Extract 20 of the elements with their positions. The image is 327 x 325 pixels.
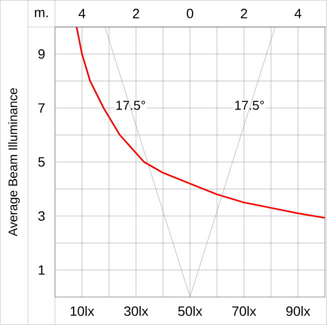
- x2-tick-label: 2: [132, 8, 140, 18]
- x2-tick-label: 0: [186, 8, 194, 18]
- y-tick-label: 9: [38, 49, 45, 59]
- annotation: 17.5°: [116, 100, 146, 110]
- x2-tick-label: 4: [294, 8, 302, 18]
- y-tick-label: 1: [38, 265, 45, 275]
- x-tick-label: 30lx: [124, 306, 148, 316]
- x-tick-label: 50lx: [178, 306, 202, 316]
- x2-axis-title: m.: [34, 10, 48, 18]
- x-tick-label: 10lx: [70, 306, 94, 316]
- x2-tick-label: 4: [78, 8, 86, 18]
- x-tick-label: 70lx: [232, 306, 256, 316]
- y-tick-label: 5: [38, 157, 45, 167]
- y-axis-title: Average Beam Illuminance: [8, 88, 20, 236]
- y-tick-label: 7: [38, 103, 45, 113]
- x-tick-label: 90lx: [286, 306, 310, 316]
- line-series: [76, 26, 326, 219]
- x2-tick-label: 2: [240, 8, 248, 18]
- annotation: 17.5°: [235, 100, 264, 110]
- y-tick-label: 3: [38, 211, 45, 221]
